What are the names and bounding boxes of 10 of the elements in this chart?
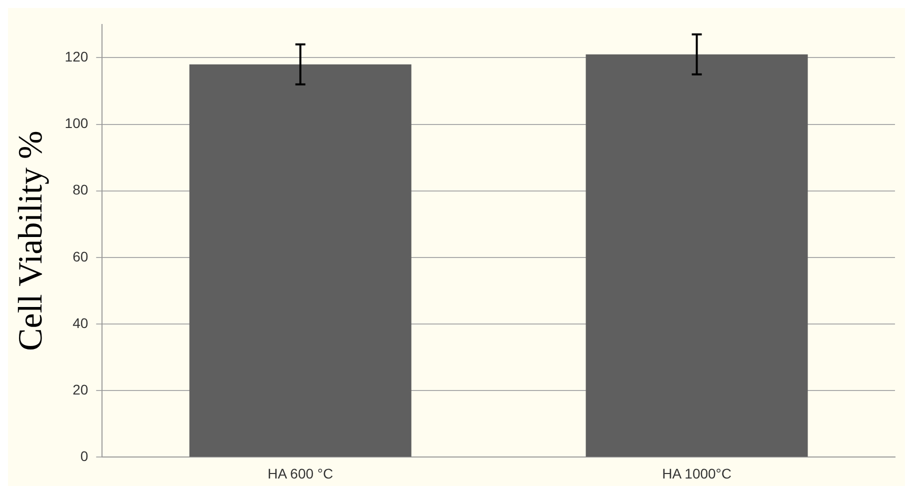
y-axis-title: Cell Viability % <box>12 130 50 351</box>
x-tick-label: HA 1000°C <box>662 465 732 482</box>
x-tick-label: HA 600 °C <box>268 465 334 482</box>
y-tick-label: 20 <box>72 381 88 398</box>
y-tick-label: 100 <box>64 115 88 132</box>
y-tick-label: 80 <box>72 182 88 198</box>
y-tick-label: 0 <box>80 448 88 464</box>
y-tick-label: 60 <box>72 248 88 264</box>
y-tick-label: 40 <box>72 314 88 331</box>
y-tick-label: 120 <box>64 48 88 65</box>
